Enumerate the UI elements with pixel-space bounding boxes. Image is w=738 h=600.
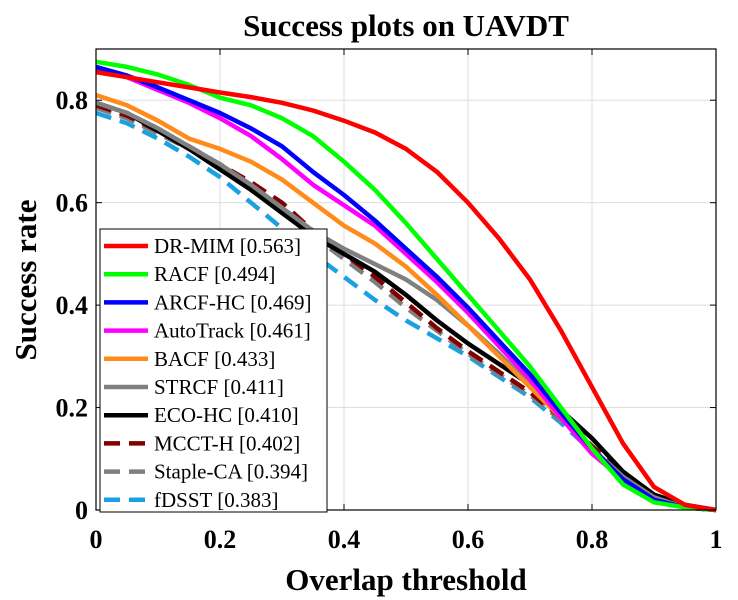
y-tick-label: 0.4 — [56, 291, 89, 320]
legend-label-strcf: STRCF [0.411] — [154, 375, 284, 399]
x-tick-label: 0.8 — [576, 525, 609, 554]
y-tick-label: 0.2 — [56, 394, 89, 423]
legend-label-bacf: BACF [0.433] — [154, 347, 275, 371]
series-line-dr-mim — [95, 69, 717, 513]
legend-label-fdsst: fDSST [0.383] — [154, 488, 278, 512]
y-axis-label: Success rate — [8, 200, 43, 361]
legend-label-arcf-hc: ARCF-HC [0.469] — [154, 290, 312, 314]
x-tick-label: 0 — [90, 525, 103, 554]
series-lines — [95, 59, 717, 513]
plot-frame — [95, 48, 717, 511]
x-tick-label: 1 — [710, 525, 723, 554]
legend: DR-MIM [0.563] RACF [0.494] ARCF-HC [0.469… — [99, 228, 328, 513]
x-axis-label: Overlap threshold — [285, 562, 526, 597]
chart-title: Success plots on UAVDT — [243, 8, 569, 43]
x-tick-label: 0.4 — [328, 525, 361, 554]
y-tick-label: 0.6 — [56, 189, 89, 218]
legend-label-eco-hc: ECO-HC [0.410] — [154, 403, 299, 427]
x-tick-label: 0.2 — [204, 525, 237, 554]
series-line-eco-hc — [95, 100, 717, 513]
legend-label-racf: RACF [0.494] — [154, 262, 275, 286]
legend-label-autotrack: AutoTrack [0.461] — [154, 319, 311, 343]
legend-label-staple-ca: Staple-CA [0.394] — [154, 460, 308, 484]
legend-label-mcct-h: MCCT-H [0.402] — [154, 431, 300, 455]
axis-ticks: 0 0.2 0.4 0.6 0.8 1 0 0.2 0.4 0.6 0.8 — [56, 49, 723, 554]
legend-label-dr-mim: DR-MIM [0.563] — [154, 234, 301, 258]
y-tick-label: 0.8 — [56, 86, 89, 115]
x-tick-label: 0.6 — [452, 525, 485, 554]
y-tick-label: 0 — [75, 496, 88, 525]
